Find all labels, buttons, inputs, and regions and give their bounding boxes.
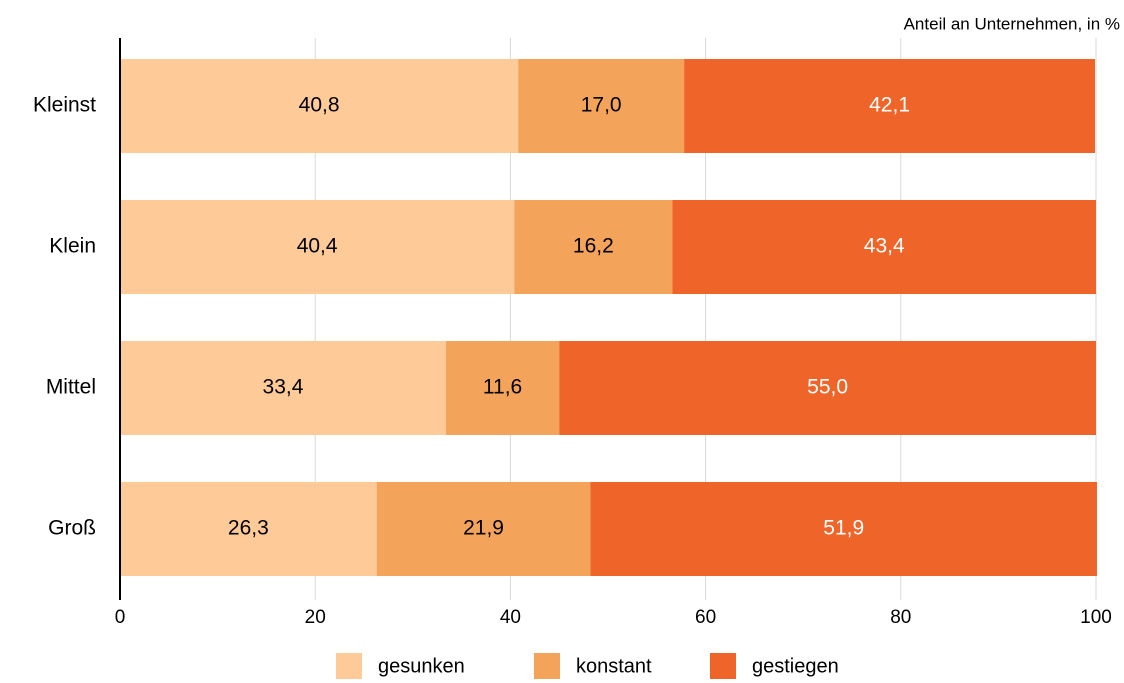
- y-tick-label: Kleinst: [33, 94, 96, 117]
- data-label: 21,9: [463, 517, 504, 540]
- bar-segment: [514, 200, 673, 294]
- bar-segment: [590, 482, 1097, 576]
- bar-segment: [684, 59, 1096, 153]
- y-tick-label: Klein: [49, 235, 96, 258]
- data-label: 40,8: [299, 94, 340, 117]
- bar-segment: [445, 341, 560, 435]
- bar-segment: [120, 59, 519, 153]
- bar-segment: [120, 341, 446, 435]
- x-tick-label: 20: [305, 607, 326, 628]
- bar-segment: [518, 59, 685, 153]
- data-label: 17,0: [581, 94, 622, 117]
- bar-segment: [672, 200, 1096, 294]
- axis-unit-label: Anteil an Unternehmen, in %: [904, 14, 1120, 33]
- data-label: 33,4: [263, 376, 304, 399]
- data-label: 16,2: [573, 235, 614, 258]
- x-tick-label: 0: [115, 607, 126, 628]
- legend-swatch: [534, 653, 560, 679]
- x-tick-label: 40: [500, 607, 521, 628]
- data-label: 55,0: [807, 376, 848, 399]
- legend-swatch: [710, 653, 736, 679]
- bar-segment: [120, 482, 377, 576]
- bar-segment: [559, 341, 1096, 435]
- legend-label: konstant: [576, 655, 652, 677]
- y-tick-label: Mittel: [46, 376, 96, 399]
- bar-segment: [120, 200, 515, 294]
- data-label: 51,9: [823, 517, 864, 540]
- y-tick-label: Groß: [48, 517, 96, 540]
- data-label: 43,4: [864, 235, 905, 258]
- data-label: 42,1: [869, 94, 910, 117]
- legend-label: gesunken: [378, 655, 465, 677]
- legend-label: gestiegen: [752, 655, 839, 677]
- legend-swatch: [336, 653, 362, 679]
- x-tick-label: 60: [695, 607, 716, 628]
- x-tick-label: 80: [890, 607, 911, 628]
- bar-segment: [376, 482, 591, 576]
- data-label: 40,4: [297, 235, 338, 258]
- data-label: 11,6: [483, 376, 522, 399]
- data-label: 26,3: [228, 517, 269, 540]
- x-tick-label: 100: [1080, 607, 1112, 628]
